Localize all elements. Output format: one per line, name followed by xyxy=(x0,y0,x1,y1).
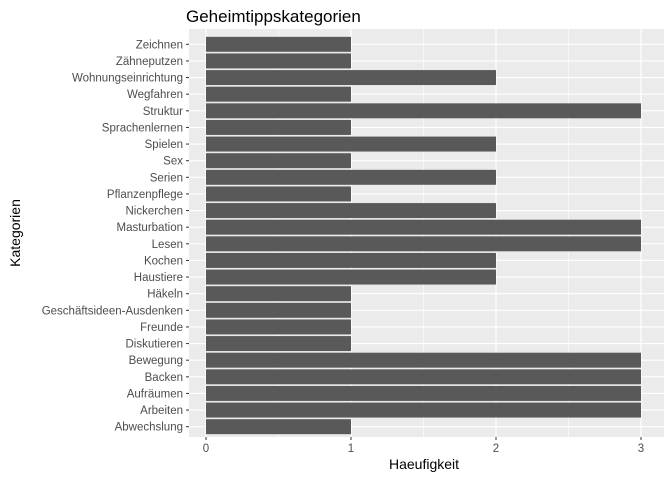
y-tick-label: Häkeln xyxy=(147,289,183,301)
y-tick-label: Masturbation xyxy=(117,222,183,234)
y-tick-label: Pflanzenpflege xyxy=(107,189,183,201)
bar-freunde xyxy=(206,319,351,335)
y-tick-label: Kochen xyxy=(144,255,183,267)
bar-diskutieren xyxy=(206,336,351,352)
bar-backen xyxy=(206,369,641,385)
y-tick-label: Struktur xyxy=(143,106,183,118)
y-tick-label: Wegfahren xyxy=(127,89,183,101)
y-tick-label: Arbeiten xyxy=(140,405,183,417)
bar-serien xyxy=(206,169,496,185)
x-tick-label: 3 xyxy=(638,443,644,455)
bar-nickerchen xyxy=(206,203,496,219)
bar-zähneputzen xyxy=(206,53,351,69)
x-tick-label: 1 xyxy=(348,443,354,455)
y-tick-label: Nickerchen xyxy=(125,206,183,218)
y-tick-label: Lesen xyxy=(152,239,183,251)
y-tick-label: Bewegung xyxy=(129,355,183,367)
bar-zeichnen xyxy=(206,36,351,52)
y-tick-label: Geschäftsideen-Ausdenken xyxy=(42,305,183,317)
y-tick-label: Freunde xyxy=(140,322,183,334)
bar-aufräumen xyxy=(206,385,641,401)
bar-wegfahren xyxy=(206,86,351,102)
y-tick-label: Haustiere xyxy=(134,272,183,284)
bar-arbeiten xyxy=(206,402,641,418)
y-axis-ticks: Abwechslung Arbeiten Aufräumen Backen Bewegu… xyxy=(42,39,189,434)
x-axis-ticks: 0 1 2 3 xyxy=(203,437,644,455)
y-tick-label: Diskutieren xyxy=(125,339,183,351)
bar-struktur xyxy=(206,103,641,119)
y-tick-label: Sprachenlernen xyxy=(102,122,183,134)
bar-wohnungseinrichtung xyxy=(206,70,496,86)
y-tick-label: Aufräumen xyxy=(127,388,183,400)
x-tick-label: 0 xyxy=(203,443,209,455)
bar-sex xyxy=(206,153,351,169)
y-tick-label: Zeichnen xyxy=(136,39,183,51)
y-tick-label: Zähneputzen xyxy=(116,56,183,68)
bar-häkeln xyxy=(206,286,351,302)
bar-spielen xyxy=(206,136,496,152)
bar-bewegung xyxy=(206,352,641,368)
y-tick-label: Backen xyxy=(145,372,183,384)
bar-haustiere xyxy=(206,269,496,285)
x-tick-label: 2 xyxy=(493,443,499,455)
x-axis-title: Haeufigkeit xyxy=(389,456,459,472)
bar-lesen xyxy=(206,236,641,252)
y-tick-label: Spielen xyxy=(145,139,183,151)
bar-masturbation xyxy=(206,219,641,235)
bar-sprachenlernen xyxy=(206,119,351,135)
bar-abwechslung xyxy=(206,419,351,435)
y-tick-label: Sex xyxy=(163,156,183,168)
bar-geschäftsideen-ausdenken xyxy=(206,302,351,318)
bar-kochen xyxy=(206,252,496,268)
y-tick-label: Serien xyxy=(150,172,183,184)
y-tick-label: Abwechslung xyxy=(115,422,183,434)
y-axis-title: Kategorien xyxy=(7,199,23,267)
chart-title: Geheimtippskategorien xyxy=(186,7,361,26)
y-tick-label: Wohnungseinrichtung xyxy=(72,73,183,85)
bars xyxy=(206,36,641,435)
bar-pflanzenpflege xyxy=(206,186,351,202)
